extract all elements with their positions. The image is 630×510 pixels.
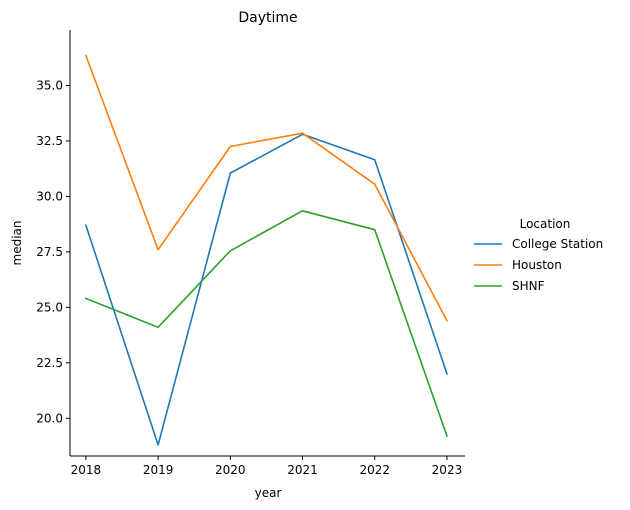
series-line-shnf	[84, 210, 448, 438]
series-line-houston	[84, 54, 449, 322]
y-tick-label: 27.5	[36, 245, 63, 259]
x-tick-label: 2021	[287, 463, 318, 477]
x-tick-label: 2019	[143, 463, 174, 477]
y-tick-label: 22.5	[36, 356, 63, 370]
chart-title: Daytime	[238, 10, 297, 26]
legend: Location College Station Houston SHNF	[474, 217, 603, 293]
y-ticks: 20.0 22.5 25.0 27.5 30.0 32.5 35.0	[36, 78, 70, 425]
legend-label-houston: Houston	[512, 258, 562, 272]
y-axis-label: median	[10, 221, 24, 266]
series-line-college-station	[84, 133, 448, 446]
x-axis-label: year	[255, 486, 282, 500]
y-tick-label: 32.5	[36, 134, 63, 148]
x-tick-label: 2018	[71, 463, 102, 477]
x-tick-label: 2020	[215, 463, 246, 477]
x-ticks: 2018 2019 2020 2021 2022 2023	[71, 456, 463, 477]
series-lines	[84, 54, 449, 446]
y-tick-label: 35.0	[36, 78, 63, 92]
legend-label-college-station: College Station	[512, 237, 603, 251]
y-tick-label: 25.0	[36, 300, 63, 314]
legend-title: Location	[520, 217, 571, 231]
x-tick-label: 2022	[359, 463, 390, 477]
legend-label-shnf: SHNF	[512, 279, 545, 293]
legend-items: College Station Houston SHNF	[474, 237, 603, 293]
y-tick-label: 30.0	[36, 189, 63, 203]
plot-area: 20.0 22.5 25.0 27.5 30.0 32.5 35.0 2018 2019 202…	[36, 30, 465, 477]
x-tick-label: 2023	[432, 463, 463, 477]
y-tick-label: 20.0	[36, 411, 63, 425]
